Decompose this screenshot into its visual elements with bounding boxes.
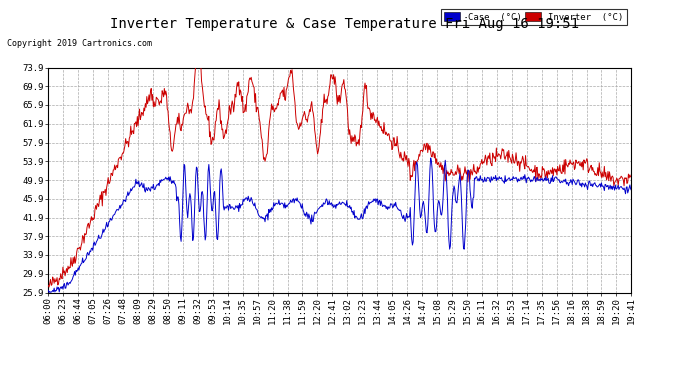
Legend: Case  (°C), Inverter  (°C): Case (°C), Inverter (°C) bbox=[441, 9, 627, 25]
Text: Inverter Temperature & Case Temperature Fri Aug 16 19:51: Inverter Temperature & Case Temperature … bbox=[110, 17, 580, 31]
Text: Copyright 2019 Cartronics.com: Copyright 2019 Cartronics.com bbox=[7, 39, 152, 48]
